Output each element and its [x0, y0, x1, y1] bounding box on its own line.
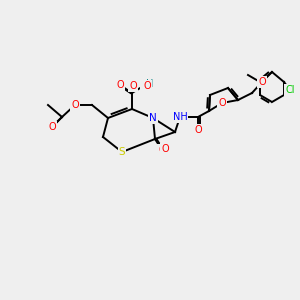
Text: S: S [119, 147, 125, 157]
Text: O: O [258, 77, 266, 87]
Text: O: O [158, 145, 166, 155]
Text: Cl: Cl [285, 85, 295, 95]
Text: O: O [116, 80, 124, 90]
Text: H: H [148, 80, 156, 90]
Text: O: O [71, 100, 79, 110]
Text: O: O [48, 122, 56, 132]
Text: O: O [161, 144, 169, 154]
Text: O: O [194, 125, 202, 135]
Text: H: H [146, 79, 154, 89]
Text: NH: NH [172, 112, 188, 122]
Text: O: O [143, 81, 151, 91]
Text: O: O [141, 80, 149, 90]
Text: O: O [218, 98, 226, 108]
Text: N: N [149, 113, 157, 123]
Text: O: O [129, 81, 137, 91]
